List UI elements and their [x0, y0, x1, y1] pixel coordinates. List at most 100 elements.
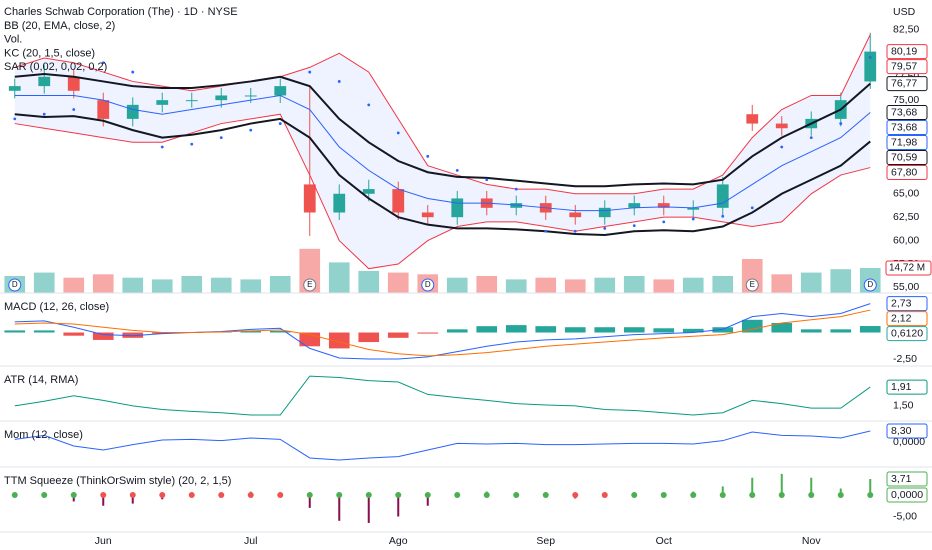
dot — [808, 491, 815, 498]
price-label-text: 1,91 — [891, 381, 912, 393]
histogram-bar — [122, 332, 144, 338]
dot — [483, 491, 490, 498]
price-label — [886, 487, 928, 503]
x-tick-label: Ago — [389, 535, 408, 547]
dot — [839, 122, 843, 125]
dot — [101, 61, 105, 65]
histogram-bar — [4, 330, 26, 333]
histogram-bar — [505, 325, 527, 333]
dot — [129, 491, 136, 498]
dot — [455, 168, 459, 172]
candle-body — [38, 76, 51, 87]
volume-bar — [387, 272, 409, 293]
dot — [131, 70, 135, 74]
candle-body — [244, 95, 257, 97]
dot — [218, 491, 225, 498]
candle-body — [451, 198, 464, 218]
histogram-bar — [594, 327, 616, 333]
candle-body — [775, 123, 788, 129]
histogram-bar — [859, 326, 881, 333]
dot — [72, 108, 76, 111]
dot — [632, 224, 636, 228]
dot — [513, 491, 520, 498]
event-label: E — [750, 280, 755, 289]
dot — [868, 55, 872, 59]
volume-bar — [269, 276, 291, 293]
y-tick-label: -5,00 — [893, 510, 917, 522]
volume-bar — [210, 277, 232, 293]
dot — [749, 491, 756, 498]
x-tick-label: Jun — [95, 535, 112, 547]
dot — [809, 136, 813, 140]
dot — [424, 491, 431, 498]
event-label: D — [867, 280, 873, 289]
price-label-text: 8,30 — [891, 425, 912, 437]
dot — [544, 229, 548, 233]
price-label — [886, 311, 928, 327]
histogram-bar — [623, 327, 645, 333]
y-tick-label: 62,50 — [893, 211, 919, 223]
price-label — [886, 423, 928, 439]
dot — [603, 227, 607, 230]
y-tick-label: 60,00 — [893, 234, 919, 246]
dot — [573, 229, 577, 233]
event-marker — [863, 278, 877, 292]
dot — [247, 491, 254, 498]
histogram-bar — [397, 494, 400, 517]
indicator-line — [14, 72, 871, 188]
candle-body — [746, 114, 759, 124]
volume-bar — [63, 277, 85, 293]
y-tick-label: 65,00 — [893, 188, 919, 200]
dot — [514, 187, 518, 191]
dot — [367, 103, 371, 107]
dot — [780, 145, 784, 149]
dot — [867, 491, 874, 498]
dot — [308, 70, 312, 74]
price-label-text: 73,68 — [891, 106, 917, 118]
volume-bar — [564, 279, 586, 293]
indicator-line — [14, 375, 871, 416]
volume-bar — [682, 277, 704, 293]
dot — [249, 128, 253, 132]
y-tick-label: 55,00 — [893, 281, 919, 293]
volume-bar — [446, 277, 468, 293]
histogram-bar — [328, 332, 350, 349]
event-label: D — [12, 280, 18, 289]
dot — [601, 491, 608, 498]
histogram-bar — [653, 328, 675, 333]
dot — [277, 491, 284, 498]
candle-body — [303, 184, 316, 213]
dot — [188, 491, 195, 498]
legend-text: KC (20, 1,5, close) — [4, 47, 95, 59]
histogram-bar — [358, 332, 380, 343]
legend-title: Charles Schwab Corporation (The) · 1D · … — [4, 6, 238, 18]
volume-label-text: 14,72 M — [889, 263, 925, 274]
price-label-text: 3,71 — [891, 473, 912, 485]
dot — [690, 491, 697, 498]
dot — [278, 122, 282, 125]
histogram-bar — [721, 486, 724, 495]
dot — [190, 142, 194, 146]
price-label — [886, 471, 928, 487]
volume-bar — [623, 276, 645, 293]
price-label-text: 70,59 — [891, 151, 917, 163]
price-label-text: 2,73 — [891, 297, 912, 309]
histogram-bar — [780, 473, 783, 495]
volume-bar — [328, 262, 350, 293]
x-tick-label: Nov — [802, 535, 821, 547]
event-marker — [303, 278, 317, 292]
dot — [485, 178, 489, 182]
price-label — [886, 76, 928, 92]
price-label-text: 73,68 — [891, 121, 917, 133]
histogram-bar — [269, 330, 291, 333]
volume-label — [885, 260, 932, 276]
histogram-bar — [810, 477, 813, 495]
dot — [454, 491, 461, 498]
histogram-bar — [869, 479, 872, 495]
dot — [41, 491, 48, 498]
dot — [542, 491, 549, 498]
price-label — [886, 326, 928, 342]
dot — [572, 491, 579, 498]
y-tick-label: -2,50 — [893, 353, 917, 365]
dot — [660, 491, 667, 498]
